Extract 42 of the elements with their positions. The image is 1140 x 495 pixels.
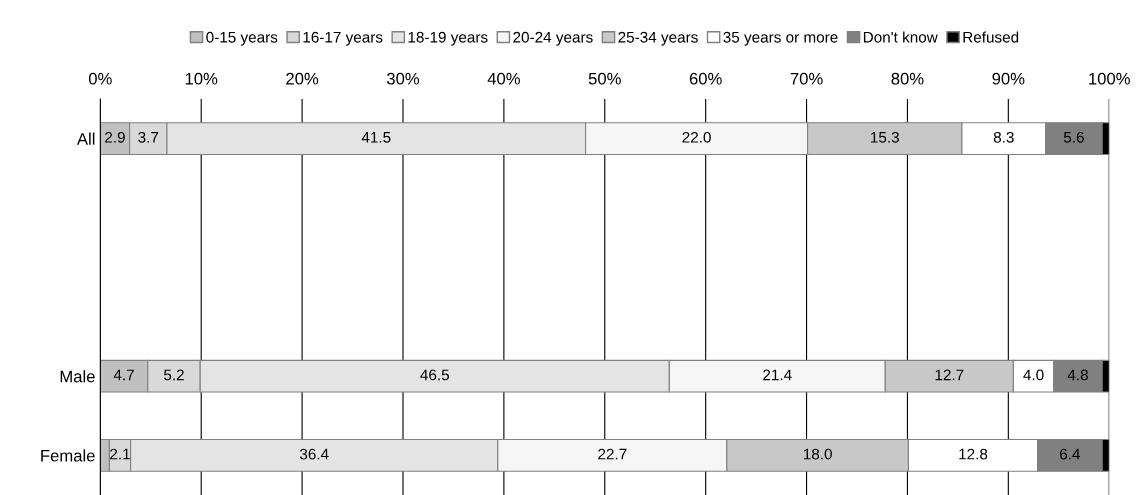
legend-label: Refused: [963, 31, 1019, 43]
legend-label: 16-17 years: [303, 31, 383, 46]
data-label: 18.0: [803, 448, 832, 460]
x-tick-label: 10%: [185, 72, 218, 85]
legend-label: 20-24 years: [513, 31, 593, 46]
y-tick-label: Female: [41, 449, 95, 462]
legend-label: 18-19 years: [408, 31, 488, 46]
data-label: 22.0: [682, 131, 711, 143]
x-tick-label: 80%: [891, 72, 924, 85]
legend-label: Don't know: [863, 31, 938, 43]
y-tick-label: Male: [60, 370, 95, 383]
x-tick-label: 60%: [689, 72, 722, 85]
x-tick-label: 70%: [790, 72, 823, 85]
data-label: 4.8: [1067, 369, 1088, 381]
data-label: 21.4: [763, 369, 792, 381]
data-label: 12.7: [935, 369, 964, 381]
legend-label: 0-15 years: [206, 31, 278, 46]
x-tick-label: 50%: [588, 72, 621, 85]
x-tick-label: 30%: [386, 72, 420, 85]
data-label: 6.4: [1060, 448, 1081, 460]
data-label: 22.7: [598, 448, 627, 460]
data-label: 4.7: [113, 369, 134, 381]
data-label: 36.4: [299, 448, 329, 460]
legend-label: 35 years or more: [723, 31, 838, 46]
data-label: 4.0: [1023, 369, 1044, 381]
x-tick-label: 100%: [1089, 72, 1130, 85]
data-label: 12.8: [959, 448, 988, 460]
data-label: 46.5: [420, 369, 449, 381]
data-label: 41.5: [361, 132, 391, 143]
data-label: 3.7: [138, 131, 159, 143]
data-label: 15.3: [871, 131, 899, 143]
x-tick-label: 20%: [286, 72, 319, 85]
data-label: 5.2: [163, 369, 184, 381]
y-tick-label: All: [76, 132, 95, 145]
x-tick-label: 0%: [88, 72, 112, 85]
data-label: 2.1: [110, 448, 130, 460]
legend-label: 25-34 years: [618, 31, 698, 46]
data-label: 8.3: [993, 131, 1014, 143]
data-label: 2.9: [105, 131, 125, 143]
x-tick-label: 90%: [992, 72, 1025, 85]
x-tick-label: 40%: [487, 72, 520, 85]
data-label: 5.6: [1063, 131, 1084, 143]
